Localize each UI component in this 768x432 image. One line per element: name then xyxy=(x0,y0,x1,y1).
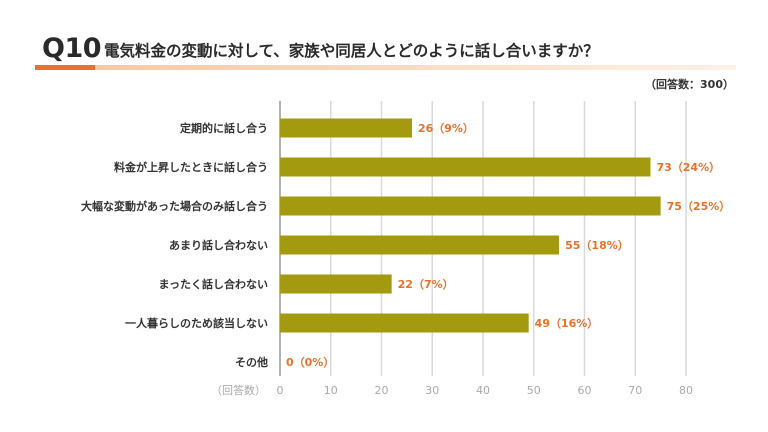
x-tick-label: 20 xyxy=(375,384,389,397)
category-label: 大幅な変動があった場合のみ話し合う xyxy=(81,199,268,213)
x-axis-label: （回答数） xyxy=(211,383,266,397)
category-label: あまり話し合わない xyxy=(169,238,268,252)
title-bar: Q10 電気料金の変動に対して、家族や同居人とどのように話し合いますか？ xyxy=(42,34,736,66)
bar xyxy=(280,157,651,177)
x-tick-label: 30 xyxy=(425,384,439,397)
bar xyxy=(280,196,661,216)
x-tick-label: 0 xyxy=(277,384,284,397)
data-label: 49（16%） xyxy=(535,317,599,330)
data-label: 73（24%） xyxy=(656,161,720,174)
bar xyxy=(280,235,560,255)
question-number: Q10 xyxy=(42,33,102,64)
title-underline-fade xyxy=(95,65,736,70)
x-tick-label: 80 xyxy=(679,384,693,397)
data-label: 75（25%） xyxy=(667,200,731,213)
x-tick-label: 60 xyxy=(578,384,592,397)
category-label: 一人暮らしのため該当しない xyxy=(125,316,268,330)
category-label: 料金が上昇したときに話し合う xyxy=(114,160,268,174)
x-tick-label: 50 xyxy=(527,384,541,397)
title-underline xyxy=(35,65,736,70)
data-label: 55（18%） xyxy=(565,239,629,252)
category-label: 定期的に話し合う xyxy=(180,121,268,135)
data-label: 0（0%） xyxy=(286,356,334,369)
title-underline-accent xyxy=(35,65,95,70)
x-tick-label: 10 xyxy=(324,384,338,397)
data-label: 26（9%） xyxy=(418,122,474,135)
bar xyxy=(280,274,392,294)
x-tick-label: 70 xyxy=(628,384,642,397)
question-text: 電気料金の変動に対して、家族や同居人とどのように話し合いますか？ xyxy=(104,42,599,60)
data-label: 22（7%） xyxy=(398,278,454,291)
category-label: まったく話し合わない xyxy=(158,277,268,291)
x-tick-label: 40 xyxy=(476,384,490,397)
category-label: その他 xyxy=(235,355,268,369)
respondent-count: （回答数：300） xyxy=(645,78,734,91)
bar xyxy=(280,313,529,333)
bar xyxy=(280,118,412,138)
